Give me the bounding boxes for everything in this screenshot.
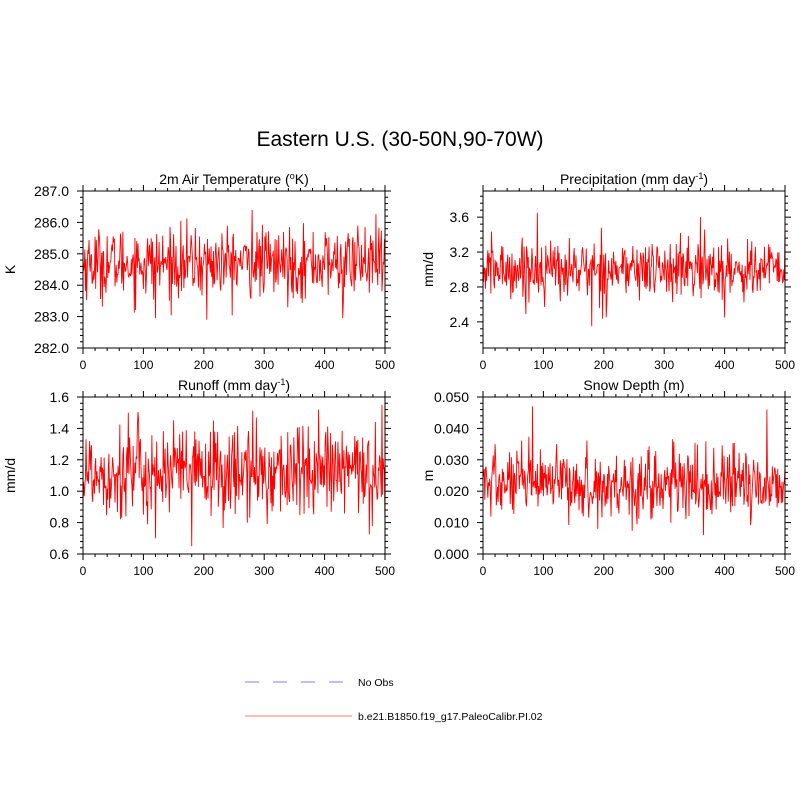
panel-title-text: Snow Depth (m)	[583, 377, 684, 393]
y-tick-label: 286.0	[34, 214, 69, 230]
plot-frame	[482, 396, 786, 555]
plot-frame	[82, 190, 386, 349]
y-axis-label: mm/d	[2, 458, 18, 493]
x-tick-label: 300	[654, 358, 674, 372]
series-line	[82, 404, 386, 547]
panel-title-text: 2m Air Temperature (	[159, 171, 290, 187]
x-tick-label: 200	[194, 358, 214, 372]
plot-frame	[482, 190, 786, 349]
x-tick-label: 300	[254, 358, 274, 372]
x-tick-label: 500	[775, 564, 795, 578]
x-tick-label: 200	[594, 564, 614, 578]
y-tick-label: 0.8	[50, 515, 70, 531]
x-tick-label: 0	[480, 564, 487, 578]
series-line	[482, 212, 786, 327]
panel-3: 0 100 200 300 400 500 0.6 0.8 1.0 1.2 1.4 1.6 mm/d Ru…	[2, 377, 395, 578]
y-tick-label: 2.4	[450, 314, 470, 330]
y-tick-label: 0.050	[434, 389, 469, 405]
x-tick-label: 400	[715, 564, 735, 578]
panel-title-suffix: )	[285, 377, 290, 393]
x-tick-label: 500	[375, 358, 395, 372]
y-tick-label: 285.0	[34, 246, 69, 262]
y-tick-label: 3.2	[450, 244, 470, 260]
y-tick-label: 1.0	[50, 483, 70, 499]
panel-title: Runoff (mm day-1)	[178, 377, 290, 393]
x-tick-label: 0	[80, 564, 87, 578]
y-tick-label: 3.6	[450, 209, 470, 225]
panel-title-superscript: -1	[695, 171, 703, 181]
x-tick-label: 400	[715, 358, 735, 372]
y-tick-label: 0.010	[434, 515, 469, 531]
figure-title: Eastern U.S. (30-50N,90-70W)	[256, 128, 544, 151]
panel-title: Snow Depth (m)	[583, 377, 684, 393]
panel-title: 2m Air Temperature (oK)	[159, 171, 308, 187]
x-tick-label: 100	[133, 564, 153, 578]
panel-4: 0 100 200 300 400 500 0.000 0.010 0.020 0.030 0.04…	[420, 377, 795, 578]
plot-frame	[82, 396, 386, 555]
y-tick-label: 1.6	[50, 389, 70, 405]
x-tick-label: 400	[315, 358, 335, 372]
x-tick-label: 200	[194, 564, 214, 578]
series-line	[82, 209, 386, 320]
x-tick-label: 400	[315, 564, 335, 578]
y-tick-label: 1.4	[50, 420, 70, 436]
x-tick-label: 100	[533, 564, 553, 578]
x-tick-label: 100	[133, 358, 153, 372]
y-tick-label: 287.0	[34, 183, 69, 199]
x-tick-label: 300	[254, 564, 274, 578]
y-tick-label: 0.6	[50, 546, 70, 562]
panel-title-text: Runoff (mm day	[178, 377, 277, 393]
y-tick-label: 0.040	[434, 420, 469, 436]
y-tick-label: 0.030	[434, 452, 469, 468]
x-tick-label: 300	[654, 564, 674, 578]
x-tick-label: 200	[594, 358, 614, 372]
y-tick-label: 0.020	[434, 483, 469, 499]
panel-title-superscript: -1	[277, 377, 285, 387]
y-tick-label: 2.8	[450, 279, 470, 295]
panel-1: 0 100 200 300 400 500 282.0 283.0 284.0 285.0 286.…	[2, 171, 395, 372]
y-tick-label: 282.0	[34, 340, 69, 356]
y-axis-label: m	[420, 470, 436, 482]
panel-title-suffix: K)	[295, 171, 309, 187]
panel-title-suffix: )	[703, 171, 708, 187]
x-tick-label: 100	[533, 358, 553, 372]
x-tick-label: 500	[775, 358, 795, 372]
x-tick-label: 0	[480, 358, 487, 372]
y-tick-label: 1.2	[50, 452, 70, 468]
y-tick-label: 284.0	[34, 277, 69, 293]
panel-2: 0 100 200 300 400 500 2.4 2.8 3.2 3.6 mm/d Precipit…	[420, 171, 795, 372]
y-tick-label: 0.000	[434, 546, 469, 562]
x-tick-label: 0	[80, 358, 87, 372]
y-axis-label: mm/d	[420, 252, 436, 287]
y-tick-label: 283.0	[34, 309, 69, 325]
panel-title-superscript: o	[290, 171, 295, 181]
x-tick-label: 500	[375, 564, 395, 578]
series-line	[482, 406, 786, 536]
y-axis-label: K	[2, 264, 18, 274]
panel-title-text: Precipitation (mm day	[560, 171, 695, 187]
panel-title: Precipitation (mm day-1)	[560, 171, 708, 187]
